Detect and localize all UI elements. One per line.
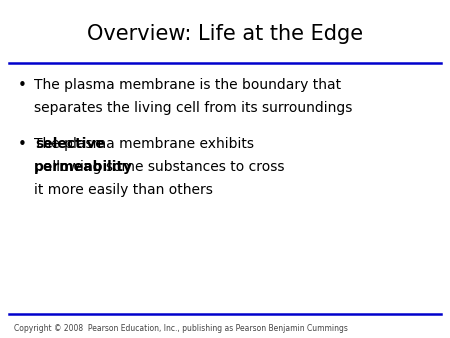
Text: •: • [18, 137, 27, 152]
Text: The plasma membrane is the boundary that: The plasma membrane is the boundary that [34, 78, 341, 92]
Text: The plasma membrane exhibits: The plasma membrane exhibits [34, 137, 258, 151]
Text: Overview: Life at the Edge: Overview: Life at the Edge [87, 24, 363, 44]
Text: , allowing some substances to cross: , allowing some substances to cross [35, 160, 284, 174]
Text: •: • [18, 78, 27, 93]
Text: permeability: permeability [34, 160, 133, 174]
Text: it more easily than others: it more easily than others [34, 183, 212, 197]
Text: Copyright © 2008  Pearson Education, Inc., publishing as Pearson Benjamin Cummin: Copyright © 2008 Pearson Education, Inc.… [14, 324, 347, 333]
Text: selective: selective [35, 137, 104, 151]
Text: separates the living cell from its surroundings: separates the living cell from its surro… [34, 101, 352, 115]
